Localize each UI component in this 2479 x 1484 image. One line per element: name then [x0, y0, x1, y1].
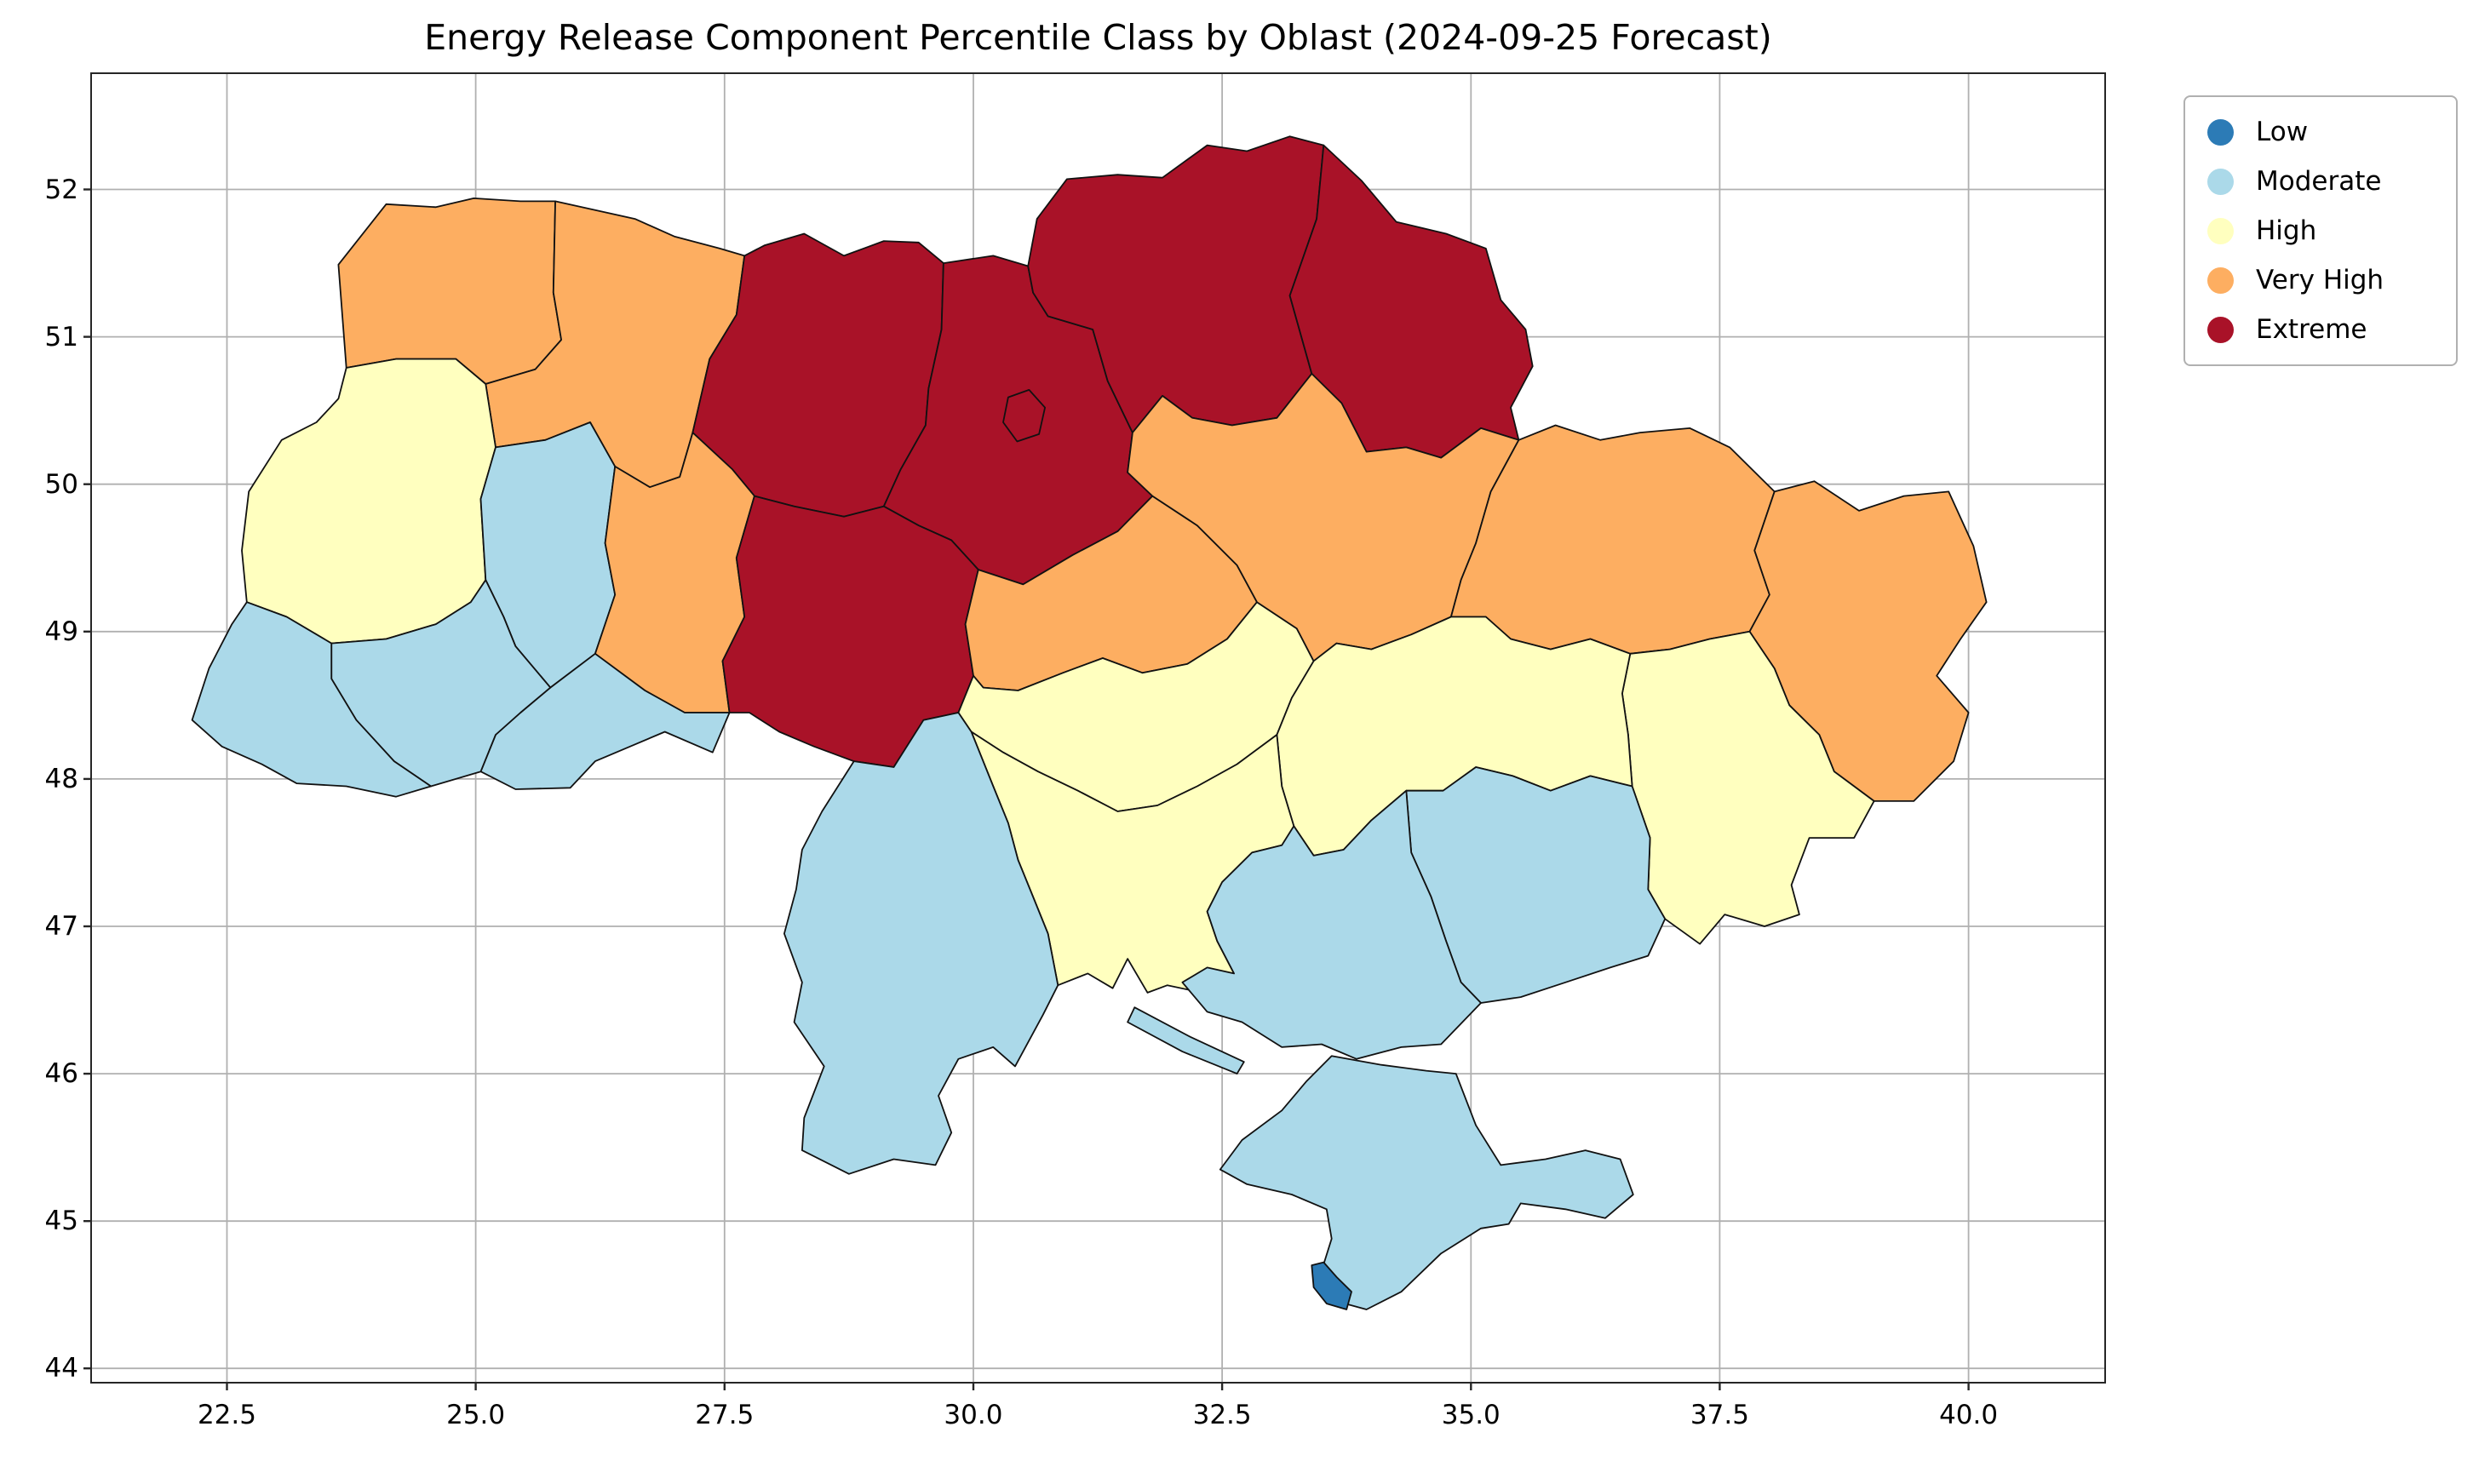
- y-tick-label: 45: [44, 1206, 78, 1237]
- legend-item-low: Low: [2185, 107, 2456, 157]
- legend-label: Very High: [2256, 264, 2384, 295]
- region-odesa: [783, 712, 1059, 1175]
- legend-label: High: [2256, 215, 2317, 246]
- ukraine-choropleth-map: [83, 74, 2104, 1390]
- region-sevastopol: [1311, 1261, 1352, 1310]
- plot-area: [83, 72, 2106, 1390]
- y-tick-label: 51: [44, 321, 78, 352]
- x-tick-label: 40.0: [1939, 1400, 1999, 1430]
- x-tick-label: 30.0: [944, 1400, 1003, 1430]
- region-kherson: [1181, 789, 1482, 1060]
- legend-item-high: High: [2185, 206, 2456, 255]
- legend: Low Moderate High Very High Extreme: [2183, 95, 2458, 366]
- legend-marker-extreme: [2207, 316, 2234, 343]
- legend-item-extreme: Extreme: [2185, 305, 2456, 354]
- y-tick-label: 50: [44, 468, 78, 500]
- y-tick-label: 52: [44, 174, 78, 205]
- legend-marker-high: [2207, 217, 2234, 244]
- x-tick-label: 35.0: [1441, 1400, 1501, 1430]
- legend-item-moderate: Moderate: [2185, 157, 2456, 206]
- y-tick-label: 48: [44, 763, 78, 794]
- y-tick-label: 47: [44, 910, 78, 942]
- region-kherson: [1127, 1006, 1245, 1074]
- y-tick-label: 49: [44, 616, 78, 647]
- chart-title: Energy Release Component Percentile Clas…: [424, 17, 1772, 58]
- region-volyn: [337, 197, 562, 385]
- x-tick-label: 32.5: [1192, 1400, 1252, 1430]
- y-tick-label: 46: [44, 1058, 78, 1090]
- legend-marker-low: [2207, 118, 2234, 146]
- x-tick-label: 22.5: [197, 1400, 256, 1430]
- legend-marker-very-high: [2207, 266, 2234, 294]
- legend-item-very-high: Very High: [2185, 255, 2456, 305]
- legend-label: Extreme: [2256, 313, 2367, 345]
- legend-label: Low: [2256, 116, 2309, 147]
- legend-label: Moderate: [2256, 165, 2382, 197]
- x-tick-label: 25.0: [446, 1400, 506, 1430]
- region-lviv: [241, 358, 496, 645]
- region-kyiv-city: [1002, 388, 1046, 443]
- region-crimea: [1219, 1055, 1634, 1310]
- x-tick-label: 37.5: [1690, 1400, 1749, 1430]
- legend-marker-moderate: [2207, 168, 2234, 195]
- region-zakarpattia: [191, 601, 432, 798]
- x-tick-label: 27.5: [695, 1400, 755, 1430]
- y-tick-label: 44: [44, 1353, 78, 1384]
